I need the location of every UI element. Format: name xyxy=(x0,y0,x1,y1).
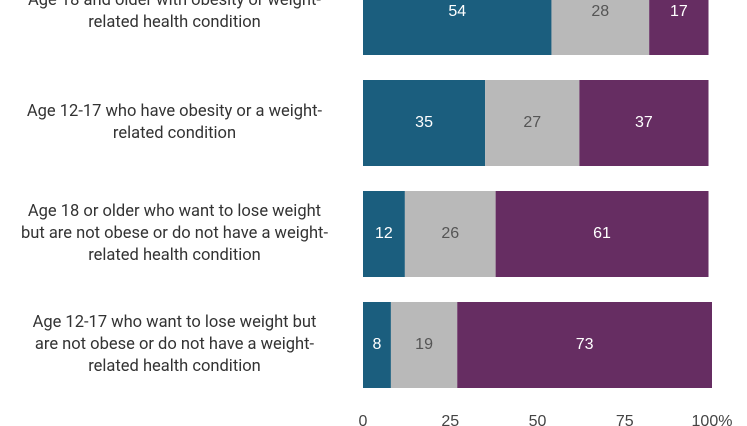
value-label: 17 xyxy=(670,3,688,20)
category-label: Age 18 and older with obesity or weight-… xyxy=(28,0,321,32)
category-label: Age 12-17 who have obesity or a weight- … xyxy=(26,102,323,143)
x-tick-label: 25 xyxy=(441,413,459,426)
bar-segment xyxy=(551,0,650,55)
x-tick-label: 0 xyxy=(359,413,368,426)
bar-segment xyxy=(404,191,496,277)
value-label: 27 xyxy=(523,114,541,131)
bar-segment xyxy=(649,0,709,55)
value-label: 37 xyxy=(635,114,653,131)
category-label: Age 12-17 who want to lose weight but ar… xyxy=(32,313,317,376)
x-tick-label: 75 xyxy=(616,413,634,426)
bar-segment xyxy=(363,0,552,55)
value-label: 54 xyxy=(448,3,466,20)
category-label: Age 18 or older who want to lose weight … xyxy=(20,202,329,265)
bar-segment xyxy=(457,302,712,388)
value-label: 8 xyxy=(373,336,382,353)
value-label: 35 xyxy=(415,114,433,131)
bar-segment xyxy=(363,191,405,277)
value-label: 28 xyxy=(591,3,609,20)
bar-segment xyxy=(363,80,486,166)
bar-segment xyxy=(390,302,458,388)
x-tick-label: 50 xyxy=(529,413,547,426)
x-tick-label: 100% xyxy=(692,413,733,426)
bar-segment xyxy=(363,302,391,388)
value-label: 12 xyxy=(375,225,393,242)
bar-segment xyxy=(495,191,709,277)
value-label: 26 xyxy=(441,225,459,242)
value-label: 61 xyxy=(593,225,611,242)
bar-segment xyxy=(579,80,709,166)
value-label: 73 xyxy=(576,336,594,353)
bar-segment xyxy=(485,80,580,166)
value-label: 19 xyxy=(415,336,433,353)
